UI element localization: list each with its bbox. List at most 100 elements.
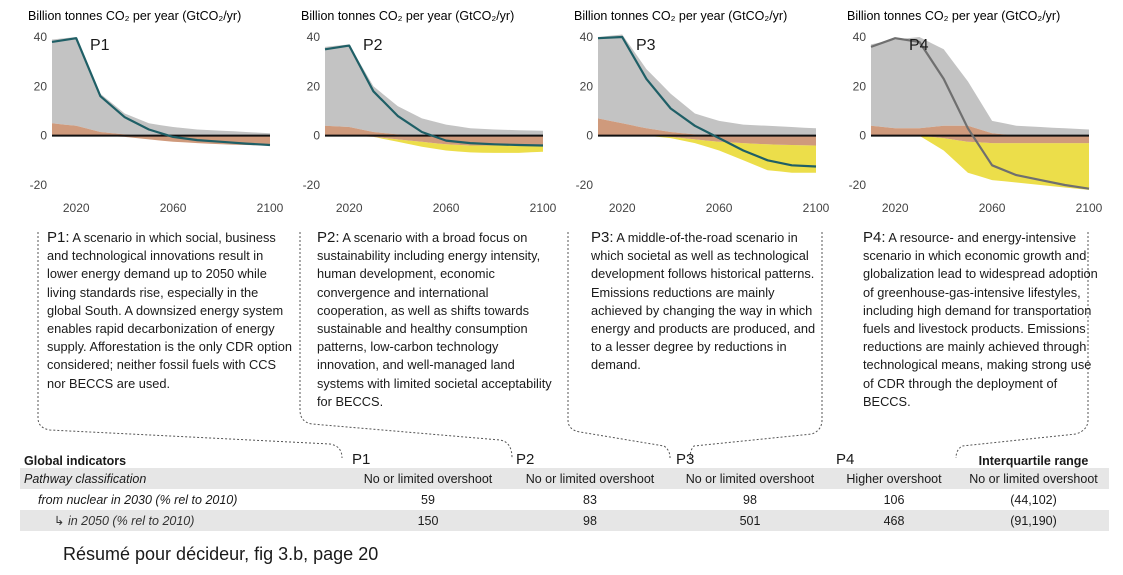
description-p2-text: A scenario with a broad focus on sustain… xyxy=(317,230,552,409)
y-tick-label: 20 xyxy=(853,79,867,93)
y-tick-label: 0 xyxy=(586,129,593,143)
y-tick-label: 0 xyxy=(859,129,866,143)
yellow-area xyxy=(598,135,816,173)
y-tick-label: 20 xyxy=(34,79,48,93)
column-header-p2: P2 xyxy=(516,451,535,468)
table-cell: No or limited overshoot xyxy=(670,468,830,489)
tan-area-negative xyxy=(598,135,816,146)
x-tick-label: 2100 xyxy=(803,201,830,215)
x-tick-label: 2020 xyxy=(336,201,363,215)
table-cell: 83 xyxy=(583,492,597,507)
chart-p1: Billion tonnes CO₂ per year (GtCO₂/yr) 40… xyxy=(28,9,284,215)
x-tick-label: 2060 xyxy=(706,201,733,215)
tan-area-positive xyxy=(325,125,543,136)
net-emissions-line xyxy=(324,44,544,147)
table-cell: (44,102) xyxy=(1010,492,1057,507)
table-cell: 468 xyxy=(830,510,958,531)
column-header-p4: P4 xyxy=(836,451,855,468)
y-tick-label: -20 xyxy=(576,178,594,192)
chart-title: Billion tonnes CO₂ per year (GtCO₂/yr) xyxy=(301,9,514,23)
panel-label: P2 xyxy=(363,37,383,54)
table-header-row: Global indicators P1 P2 P3 P4 Interquart… xyxy=(20,442,1109,468)
table-cell: 501 xyxy=(670,510,830,531)
description-p4: P4: A resource- and energy-intensive sce… xyxy=(863,229,1105,411)
net-emissions-line xyxy=(51,37,271,147)
figure-caption: Résumé pour décideur, fig 3.b, page 20 xyxy=(63,544,379,564)
y-tick-label: -20 xyxy=(303,178,321,192)
description-p1-id: P1: xyxy=(47,229,70,246)
panel-label: P3 xyxy=(636,37,656,54)
table-cell: (91,190) xyxy=(958,510,1109,531)
tan-area-positive xyxy=(871,125,1089,136)
table-cell: 106 xyxy=(883,492,905,507)
tan-area-negative xyxy=(871,135,1089,144)
gray-area xyxy=(52,37,270,136)
y-tick-label: 40 xyxy=(853,30,867,44)
chart-title: Billion tonnes CO₂ per year (GtCO₂/yr) xyxy=(28,9,241,23)
y-tick-label: -20 xyxy=(30,178,48,192)
tan-area-positive xyxy=(598,118,816,136)
description-p2: P2: A scenario with a broad focus on sus… xyxy=(317,229,555,411)
y-tick-label: -20 xyxy=(849,178,867,192)
x-tick-label: 2020 xyxy=(63,201,90,215)
y-tick-label: 40 xyxy=(580,30,594,44)
tan-area-positive xyxy=(52,123,270,136)
gray-area xyxy=(598,34,816,136)
description-p4-text: A resource- and energy-intensive scenari… xyxy=(863,230,1098,409)
table-row: Pathway classification No or limited ove… xyxy=(20,468,1109,489)
yellow-area xyxy=(871,135,1089,190)
panel-label: P1 xyxy=(90,37,110,54)
table-cell: 59 xyxy=(421,492,435,507)
chart-p3: Billion tonnes CO₂ per year (GtCO₂/yr) 40… xyxy=(574,9,830,215)
row-label: Pathway classification xyxy=(20,468,346,489)
description-p3-text: A middle-of-the-road scenario in which s… xyxy=(591,230,816,373)
y-tick-label: 20 xyxy=(307,79,321,93)
table-cell: 150 xyxy=(346,510,510,531)
x-tick-label: 2020 xyxy=(609,201,636,215)
chart-p4: Billion tonnes CO₂ per year (GtCO₂/yr) 40… xyxy=(847,9,1103,215)
x-tick-label: 2100 xyxy=(530,201,557,215)
table-row: from nuclear in 2030 (% rel to 2010) 59 … xyxy=(20,489,1109,510)
chart-panel-p2: Billion tonnes CO₂ per year (GtCO₂/yr) 40… xyxy=(273,0,557,220)
column-header-iqr: Interquartile range xyxy=(978,454,1089,468)
table-title: Global indicators xyxy=(24,454,127,468)
table-row: ↳ in 2050 (% rel to 2010) 150 98 501 468… xyxy=(20,510,1109,531)
description-p1: P1: A scenario in which social, business… xyxy=(47,229,292,393)
description-p3: P3: A middle-of-the-road scenario in whi… xyxy=(591,229,829,375)
y-tick-label: 40 xyxy=(34,30,48,44)
y-tick-label: 20 xyxy=(580,79,594,93)
y-tick-label: 40 xyxy=(307,30,321,44)
column-header-p3: P3 xyxy=(676,451,695,468)
row-label: ↳ in 2050 (% rel to 2010) xyxy=(20,510,346,531)
table-cell: Higher overshoot xyxy=(830,468,958,489)
description-p4-id: P4: xyxy=(863,229,886,246)
panel-label: P4 xyxy=(909,37,929,54)
description-p3-id: P3: xyxy=(591,229,614,246)
chart-p2: Billion tonnes CO₂ per year (GtCO₂/yr) 40… xyxy=(301,9,557,215)
x-tick-label: 2060 xyxy=(979,201,1006,215)
column-header-p1: P1 xyxy=(352,451,371,468)
chart-title: Billion tonnes CO₂ per year (GtCO₂/yr) xyxy=(574,9,787,23)
x-tick-label: 2100 xyxy=(1076,201,1103,215)
net-emissions-line xyxy=(597,35,817,168)
tan-area-negative xyxy=(52,135,270,146)
x-tick-label: 2060 xyxy=(433,201,460,215)
gray-area xyxy=(871,37,1089,136)
table-cell: No or limited overshoot xyxy=(346,468,510,489)
global-indicators-table: Global indicators P1 P2 P3 P4 Interquart… xyxy=(20,442,1109,531)
table-cell: No or limited overshoot xyxy=(510,468,670,489)
chart-panel-p1: Billion tonnes CO₂ per year (GtCO₂/yr) 40… xyxy=(0,0,284,220)
row-label: from nuclear in 2030 (% rel to 2010) xyxy=(38,492,238,507)
net-emissions-line xyxy=(870,37,1090,190)
gray-area xyxy=(325,44,543,136)
x-tick-label: 2020 xyxy=(882,201,909,215)
y-tick-label: 0 xyxy=(40,129,47,143)
yellow-area xyxy=(325,135,543,153)
table-cell: No or limited overshoot xyxy=(958,468,1109,489)
x-tick-label: 2100 xyxy=(257,201,284,215)
chart-panel-p4: Billion tonnes CO₂ per year (GtCO₂/yr) 40… xyxy=(819,0,1103,220)
table-cell: 98 xyxy=(510,510,670,531)
chart-panel-p3: Billion tonnes CO₂ per year (GtCO₂/yr) 40… xyxy=(546,0,830,220)
y-tick-label: 0 xyxy=(313,129,320,143)
table-cell: 98 xyxy=(743,492,757,507)
